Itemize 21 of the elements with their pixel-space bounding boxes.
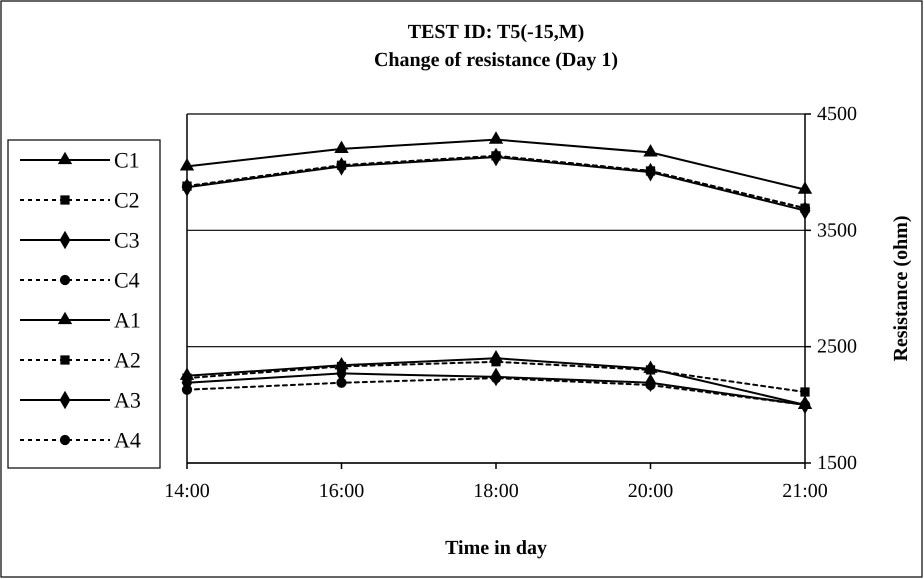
legend-label: C1 bbox=[114, 148, 140, 172]
x-tick-label: 16:00 bbox=[318, 480, 364, 502]
legend-label: C4 bbox=[114, 268, 140, 292]
y-tick-label: 4500 bbox=[817, 103, 857, 125]
y-tick-label: 3500 bbox=[817, 219, 857, 242]
x-tick-label: 14:00 bbox=[164, 480, 210, 502]
y-tick-label: 2500 bbox=[817, 336, 857, 358]
y-tick-label: 1500 bbox=[817, 452, 857, 474]
chart-title: TEST ID: T5(-15,M) bbox=[408, 21, 584, 43]
legend-label: C2 bbox=[114, 188, 140, 212]
legend-label: A1 bbox=[114, 308, 141, 332]
legend-label: A4 bbox=[114, 428, 141, 452]
y-axis-title: Resistance (ohm) bbox=[890, 215, 912, 362]
chart-subtitle: Change of resistance (Day 1) bbox=[374, 49, 618, 71]
x-tick-label: 20:00 bbox=[628, 480, 674, 502]
legend-label: C3 bbox=[114, 228, 140, 252]
legend-label: A3 bbox=[114, 388, 141, 412]
x-tick-label: 18:00 bbox=[473, 480, 519, 502]
x-tick-label: 21:00 bbox=[782, 480, 828, 502]
legend-label: A2 bbox=[114, 348, 141, 372]
x-axis-title: Time in day bbox=[445, 537, 547, 559]
